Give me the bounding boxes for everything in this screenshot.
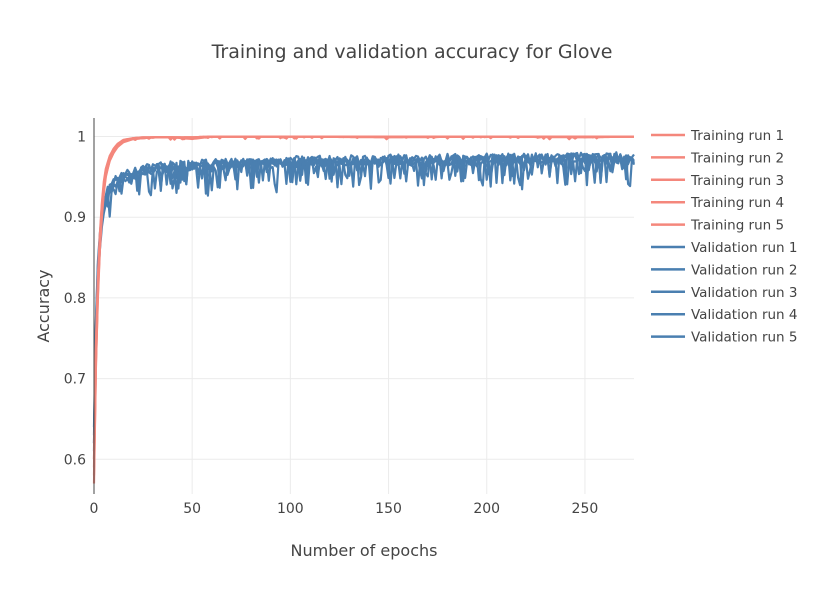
legend-label: Validation run 5 — [691, 330, 798, 346]
x-tick-label: 150 — [375, 501, 402, 517]
chart-title: Training and validation accuracy for Glo… — [211, 41, 613, 63]
legend-label: Training run 2 — [690, 150, 784, 166]
y-axis-title: Accuracy — [34, 269, 53, 342]
legend: Training run 1 Training run 2 Training run… — [651, 128, 798, 346]
x-tick-label: 200 — [473, 501, 500, 517]
x-tick-label: 50 — [183, 501, 201, 517]
y-tick-label: 1 — [77, 130, 86, 146]
series-line-validation-run-2 — [92, 151, 635, 436]
x-tick-label: 100 — [277, 501, 304, 517]
x-tick-labels: 0 50 100 150 200 250 — [90, 501, 599, 517]
y-tick-labels: 0.6 0.7 0.8 0.9 1 — [64, 130, 86, 469]
legend-label: Training run 1 — [690, 128, 784, 144]
series-line-validation-run-3 — [92, 153, 636, 452]
legend-label: Validation run 2 — [691, 262, 798, 278]
legend-label: Validation run 4 — [691, 307, 798, 323]
x-tick-label: 250 — [572, 501, 599, 517]
y-tick-label: 0.9 — [64, 210, 86, 226]
y-tick-label: 0.7 — [64, 372, 86, 388]
series-line-training-run-5 — [92, 135, 634, 460]
legend-label: Training run 3 — [690, 173, 784, 189]
y-tick-label: 0.6 — [64, 452, 86, 468]
legend-label: Validation run 1 — [691, 240, 798, 256]
legend-label: Training run 5 — [690, 218, 784, 234]
x-axis-title: Number of epochs — [291, 541, 438, 560]
legend-label: Validation run 3 — [691, 285, 798, 301]
legend-label: Training run 4 — [690, 195, 784, 211]
y-tick-label: 0.8 — [64, 291, 86, 307]
series-line-training-run-1 — [92, 135, 634, 484]
x-tick-label: 0 — [90, 501, 99, 517]
series-line-validation-run-5 — [92, 151, 635, 428]
plot-area — [92, 135, 636, 484]
